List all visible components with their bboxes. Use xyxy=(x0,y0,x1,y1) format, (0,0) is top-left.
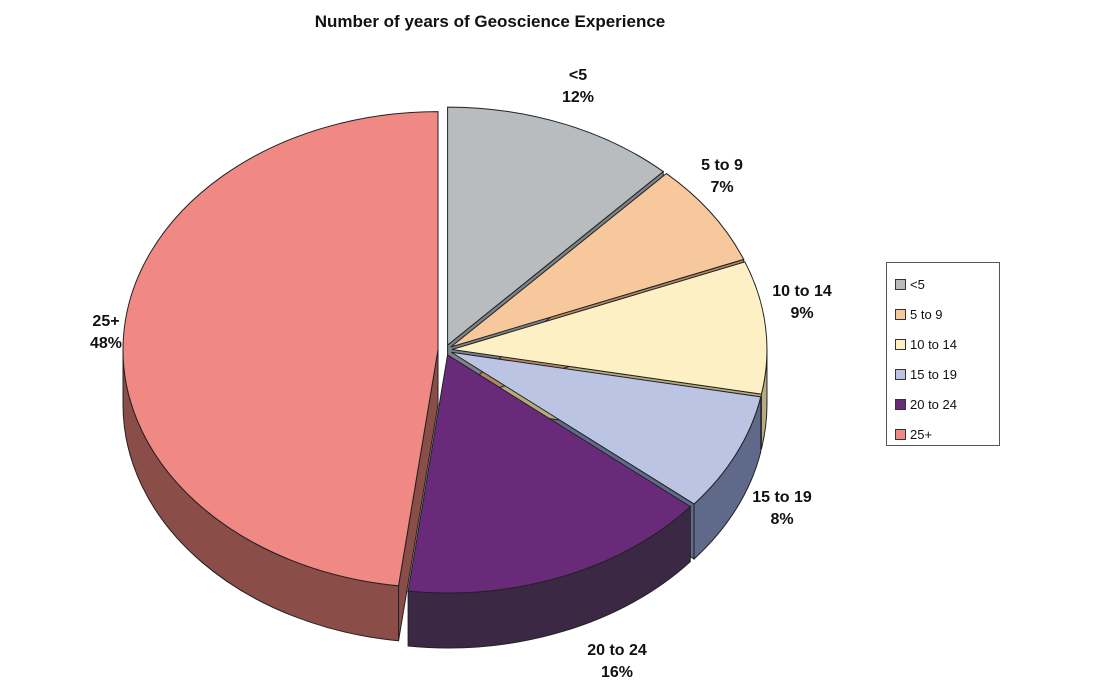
legend-swatch-20-to-24 xyxy=(895,398,906,410)
legend-swatch-5-to-9 xyxy=(895,308,906,320)
legend-label-25: 25+ xyxy=(910,426,933,442)
legend-swatch-10-to-14 xyxy=(895,338,906,350)
legend-label-10-to-14: 10 to 14 xyxy=(910,336,957,352)
slice-5 xyxy=(447,106,665,347)
slice-label-15-to-19: 15 to 19 xyxy=(752,489,812,506)
legend-label-5: <5 xyxy=(910,276,925,292)
slice-value-20-to-24: 16% xyxy=(601,664,633,681)
slice-25 xyxy=(122,111,439,587)
slice-label-20-to-24: 20 to 24 xyxy=(587,642,647,659)
slice-label-25: 25+ xyxy=(92,313,119,330)
legend-swatch-15-to-19 xyxy=(895,368,906,380)
legend-item-20-to-24: 20 to 24 xyxy=(895,389,999,419)
legend-item-25: 25+ xyxy=(895,419,999,449)
slice-value-10-to-14: 9% xyxy=(790,305,813,322)
slice-label-10-to-14: 10 to 14 xyxy=(772,283,832,300)
legend-item-5-to-9: 5 to 9 xyxy=(895,299,999,329)
legend-item-15-to-19: 15 to 19 xyxy=(895,359,999,389)
legend-item-10-to-14: 10 to 14 xyxy=(895,329,999,359)
slice-15-to-19 xyxy=(451,351,762,505)
legend-swatch-25 xyxy=(895,428,906,440)
slice-value-5: 12% xyxy=(562,89,594,106)
legend: <5 5 to 9 10 to 14 15 to 19 20 to 24 25+ xyxy=(886,262,1000,446)
chart-title: Number of years of Geoscience Experience xyxy=(314,12,666,31)
slice-value-15-to-19: 8% xyxy=(770,511,793,528)
slice-value-25: 48% xyxy=(90,335,122,352)
slice-5-to-9 xyxy=(450,172,745,348)
legend-item-5: <5 xyxy=(895,269,999,299)
legend-label-5-to-9: 5 to 9 xyxy=(910,306,943,322)
slice-label-5: <5 xyxy=(569,67,587,84)
slice-value-5-to-9: 7% xyxy=(710,179,733,196)
slice-10-to-14 xyxy=(451,261,768,395)
slice-20-to-24 xyxy=(407,354,692,594)
slice-label-5-to-9: 5 to 9 xyxy=(701,157,743,174)
legend-swatch-5 xyxy=(895,278,906,290)
legend-label-20-to-24: 20 to 24 xyxy=(910,396,957,412)
legend-label-15-to-19: 15 to 19 xyxy=(910,366,957,382)
